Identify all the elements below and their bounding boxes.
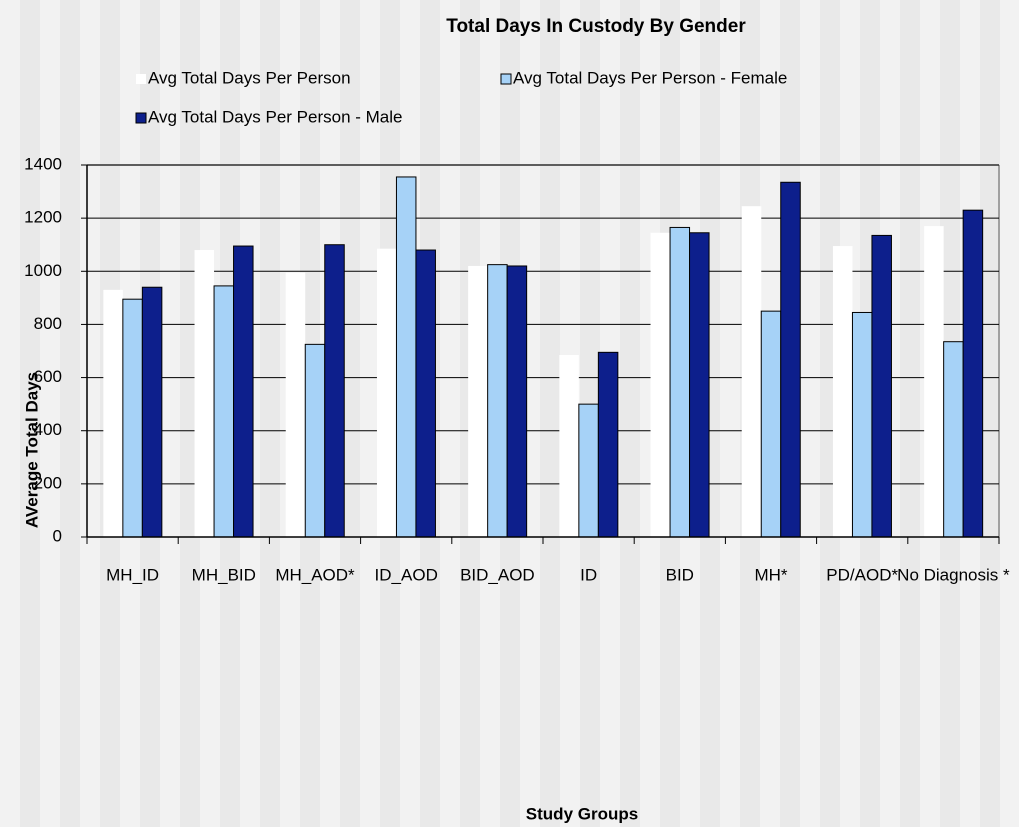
bar xyxy=(103,289,123,537)
legend-label: Avg Total Days Per Person - Male xyxy=(148,107,403,126)
x-tick-label: BID_AOD xyxy=(460,565,535,584)
x-axis-label: Study Groups xyxy=(526,804,638,823)
bar xyxy=(559,354,579,537)
y-tick-label: 400 xyxy=(34,420,62,439)
bar xyxy=(213,285,235,538)
x-tick-label: ID_AOD xyxy=(375,565,438,584)
x-tick-label: ID xyxy=(580,565,597,584)
bar xyxy=(395,176,417,538)
chart-title: Total Days In Custody By Gender xyxy=(446,16,746,37)
bar xyxy=(506,265,528,538)
bar xyxy=(780,181,801,538)
y-tick-label: 200 xyxy=(34,473,62,492)
bar xyxy=(285,272,306,537)
x-tick-label: MH_AOD* xyxy=(275,565,355,584)
bar xyxy=(376,248,397,537)
x-tick-label: MH* xyxy=(754,565,787,584)
x-tick-label: No Diagnosis * xyxy=(897,565,1010,584)
bar xyxy=(141,286,163,538)
bar xyxy=(194,250,215,537)
x-tick-label: MH_ID xyxy=(106,565,159,584)
y-axis-label: AVerage Total Days xyxy=(22,372,41,528)
bar xyxy=(487,264,508,538)
bar xyxy=(597,351,619,538)
y-tick-label: 1200 xyxy=(24,208,62,227)
bar xyxy=(760,310,782,538)
x-tick-label: PD/AOD* xyxy=(826,565,898,584)
legend-label: Avg Total Days Per Person - Female xyxy=(513,68,787,87)
bar xyxy=(924,226,944,537)
y-tick-label: 800 xyxy=(34,314,62,333)
legend-label: Avg Total Days Per Person xyxy=(148,68,351,87)
y-tick-label: 1400 xyxy=(24,154,62,173)
bar xyxy=(962,209,984,538)
bar xyxy=(324,244,345,538)
legend-swatch xyxy=(135,112,147,124)
x-tick-label: MH_BID xyxy=(192,565,256,584)
bar xyxy=(689,232,710,538)
y-tick-label: 600 xyxy=(34,367,62,386)
bar xyxy=(871,234,892,538)
bar xyxy=(669,226,691,538)
bar xyxy=(415,249,436,538)
legend-swatch xyxy=(136,74,146,84)
bar xyxy=(233,245,254,538)
x-tick-label: BID xyxy=(666,565,694,584)
bar xyxy=(650,232,671,537)
bar xyxy=(578,403,599,538)
bar xyxy=(468,265,488,537)
y-tick-label: 0 xyxy=(53,526,62,545)
bar xyxy=(304,343,326,538)
legend-swatch xyxy=(500,73,512,85)
bar xyxy=(943,341,964,538)
y-tick-label: 1000 xyxy=(24,261,62,280)
bar xyxy=(832,246,853,538)
bar xyxy=(122,298,143,538)
bar xyxy=(851,311,873,538)
bar xyxy=(741,206,762,537)
